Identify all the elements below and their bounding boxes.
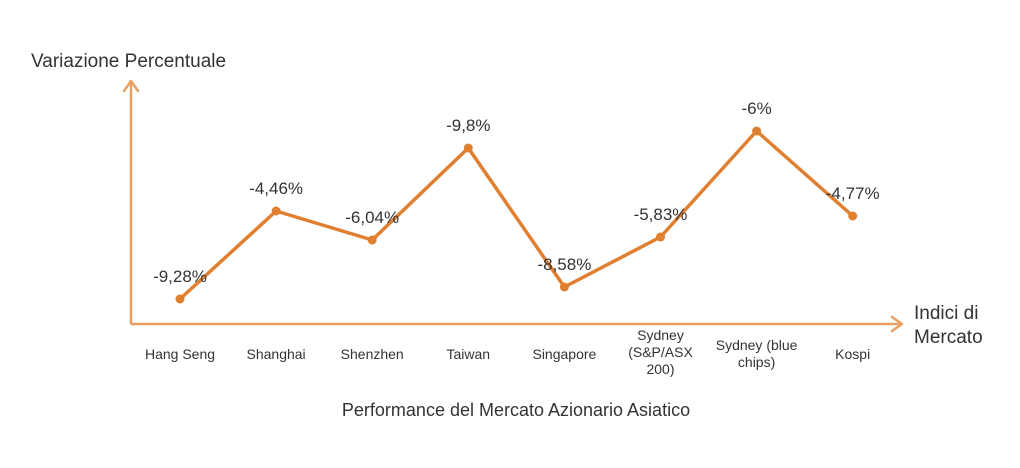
data-point xyxy=(559,282,569,292)
data-point xyxy=(175,294,185,304)
x-tick-label-line: Taiwan xyxy=(447,346,491,362)
x-tick-label: Kospi xyxy=(835,346,870,362)
x-tick-label: Singapore xyxy=(532,346,596,362)
x-tick-label-line: 200) xyxy=(646,361,674,377)
data-point xyxy=(848,211,858,221)
y-axis-title: Variazione Percentuale xyxy=(31,51,226,72)
data-label: -6% xyxy=(741,99,771,118)
data-labels: -9,28% -4,46% -6,04% -9,8% -8,58% -5,83% -6% -4… xyxy=(153,99,880,286)
data-point xyxy=(656,232,665,242)
y-axis-arrowhead xyxy=(122,79,140,93)
axes xyxy=(122,79,904,333)
data-point xyxy=(271,206,281,216)
data-point xyxy=(752,126,762,136)
data-label: -9,28% xyxy=(153,267,207,286)
x-tick-label-line: chips) xyxy=(738,354,775,370)
x-tick-label-line: Hang Seng xyxy=(145,346,215,362)
x-axis-title: Indici di Mercato xyxy=(914,303,984,348)
x-tick-label: Taiwan xyxy=(447,346,491,362)
x-axis-title-line-1: Indici di xyxy=(914,303,978,324)
data-label: -9,8% xyxy=(446,116,490,135)
x-tick-label-line: Sydney xyxy=(637,327,684,343)
x-tick-label: Shenzhen xyxy=(341,346,404,362)
data-label: -8,58% xyxy=(537,255,591,274)
series-layer xyxy=(175,126,858,304)
data-label: -6,04% xyxy=(345,208,399,227)
x-tick-label-line: Shanghai xyxy=(247,346,306,362)
x-axis-arrowhead xyxy=(890,315,904,333)
data-point xyxy=(367,235,377,245)
series-line xyxy=(178,129,855,301)
data-point xyxy=(463,143,473,153)
x-tick-label-line: (S&P/ASX xyxy=(628,344,693,360)
x-tick-label-line: Kospi xyxy=(835,346,870,362)
data-label: -5,83% xyxy=(634,205,688,224)
data-label: -4,46% xyxy=(249,179,303,198)
x-tick-label: Shanghai xyxy=(247,346,306,362)
x-tick-label: Sydney (S&P/ASX 200) xyxy=(628,327,693,377)
data-label: -4,77% xyxy=(826,184,880,203)
x-tick-labels: Hang Seng Shanghai Shenzhen Taiwan Singapore… xyxy=(145,327,870,377)
x-axis-title-line-2: Mercato xyxy=(914,327,983,348)
x-tick-label-line: Sydney (blue xyxy=(716,337,798,353)
chart-title: Performance del Mercato Azionario Asiati… xyxy=(342,400,690,420)
x-tick-label: Hang Seng xyxy=(145,346,215,362)
x-tick-label-line: Shenzhen xyxy=(341,346,404,362)
x-tick-label-line: Singapore xyxy=(532,346,596,362)
x-tick-label: Sydney (blue chips) xyxy=(716,337,798,370)
